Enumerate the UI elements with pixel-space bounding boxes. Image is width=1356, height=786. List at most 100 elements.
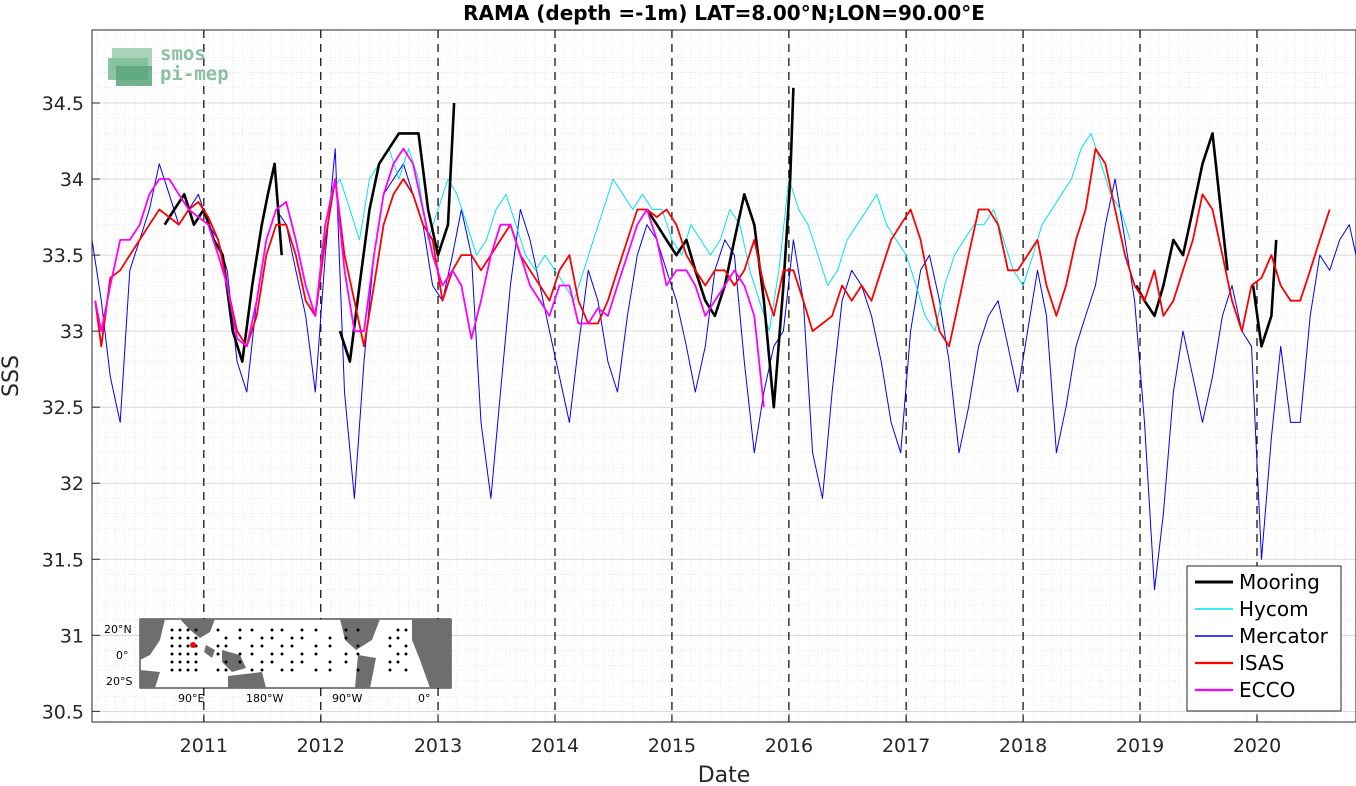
inset-mooring-dot <box>194 628 198 632</box>
y-axis-label: SSS <box>0 355 24 397</box>
inset-mooring-dot <box>194 668 198 672</box>
inset-mooring-dot <box>270 652 274 656</box>
inset-mooring-dot <box>170 644 174 648</box>
x-tick-label: 2020 <box>1233 735 1281 757</box>
inset-mooring-dot <box>388 668 392 672</box>
inset-mooring-dot <box>300 628 304 632</box>
legend-label-mercator: Mercator <box>1239 624 1329 648</box>
inset-mooring-dot <box>216 668 220 672</box>
inset-mooring-dot <box>356 628 360 632</box>
inset-mooring-dot <box>178 636 182 640</box>
inset-mooring-dot <box>250 644 254 648</box>
logo-line-1: smos <box>160 43 206 65</box>
legend-label-ecco: ECCO <box>1239 678 1295 702</box>
inset-mooring-dot <box>260 668 264 672</box>
inset-mooring-dots <box>170 628 408 672</box>
legend-box <box>1186 565 1342 712</box>
x-axis-label: Date <box>698 763 751 786</box>
inset-lon-label-90e: 90°E <box>178 692 204 705</box>
inset-mooring-dot <box>224 636 228 640</box>
inset-mooring-dot <box>280 644 284 648</box>
y-tick-label: 32 <box>60 473 84 495</box>
inset-mooring-dot <box>170 628 174 632</box>
series-group <box>91 87 1356 591</box>
x-tick-label: 2019 <box>1116 735 1164 757</box>
plot-frame <box>91 29 1356 723</box>
inset-mooring-dot <box>186 628 190 632</box>
series-line-isas <box>94 147 1331 348</box>
inset-mooring-dot <box>396 652 400 656</box>
inset-mooring-dot <box>396 628 400 632</box>
inset-mooring-dot <box>178 660 182 664</box>
y-tick-label: 32.5 <box>42 397 84 419</box>
chart-title: RAMA (depth =-1m) LAT=8.00°N;LON=90.00°E <box>463 1 985 25</box>
y-tick-label: 34.5 <box>42 93 84 115</box>
logo-line-2: pi-mep <box>160 63 229 85</box>
x-tick-label: 2012 <box>297 735 345 757</box>
inset-mooring-dot <box>224 668 228 672</box>
inset-mooring-dot <box>194 652 198 656</box>
y-axis-ticks: 30.5 31 31.5 32 32.5 33 33.5 34 34.5 <box>42 93 100 723</box>
inset-mooring-dot <box>290 660 294 664</box>
inset-lon-label-0: 0° <box>418 692 431 705</box>
inset-mooring-dot <box>238 636 242 640</box>
inset-land-shapes <box>140 619 451 688</box>
inset-mooring-dot <box>186 668 190 672</box>
inset-mooring-dot <box>404 644 408 648</box>
inset-mooring-dot <box>328 668 332 672</box>
inset-mooring-dot <box>170 668 174 672</box>
inset-mooring-dot <box>290 668 294 672</box>
inset-mooring-dot <box>260 636 264 640</box>
inset-location-map: 20°N 0° 20°S 90°E 180°W 90°W 0° <box>104 618 452 705</box>
inset-mooring-dot <box>260 644 264 648</box>
series-hycom <box>320 132 1131 332</box>
y-tick-label: 33 <box>60 321 84 343</box>
inset-mooring-dot <box>328 636 332 640</box>
inset-mooring-dot <box>224 660 228 664</box>
inset-mooring-dot <box>170 660 174 664</box>
inset-mooring-dot <box>260 660 264 664</box>
series-ecco <box>94 147 765 408</box>
inset-mooring-dot <box>290 644 294 648</box>
inset-mooring-dot <box>178 652 182 656</box>
inset-mooring-dot <box>170 652 174 656</box>
inset-mooring-dot <box>270 636 274 640</box>
legend-label-isas: ISAS <box>1239 651 1284 675</box>
inset-mooring-dot <box>216 652 220 656</box>
inset-lat-label-north: 20°N <box>104 623 132 636</box>
inset-mooring-dot <box>396 636 400 640</box>
inset-mooring-dot <box>344 652 348 656</box>
inset-mooring-dot <box>290 636 294 640</box>
series-mercator <box>91 148 1356 591</box>
inset-mooring-dot <box>194 660 198 664</box>
inset-mooring-dot <box>356 644 360 648</box>
inset-mooring-dot <box>404 668 408 672</box>
inset-mooring-dot <box>194 636 198 640</box>
y-tick-label: 30.5 <box>42 701 84 723</box>
inset-mooring-dot <box>300 636 304 640</box>
inset-mooring-dot <box>238 660 242 664</box>
inset-mooring-dot <box>178 668 182 672</box>
inset-mooring-dot <box>186 636 190 640</box>
inset-mooring-dot <box>396 660 400 664</box>
inset-mooring-dot <box>328 660 332 664</box>
series-mooring <box>163 87 1278 409</box>
inset-mooring-dot <box>300 660 304 664</box>
inset-mooring-dot <box>344 660 348 664</box>
inset-mooring-dot <box>344 628 348 632</box>
legend-label-mooring: Mooring <box>1239 570 1320 594</box>
series-line-mooring <box>1251 239 1278 348</box>
inset-mooring-dot <box>280 652 284 656</box>
selected-mooring-marker <box>190 642 196 648</box>
x-tick-label: 2017 <box>882 735 930 757</box>
series-line-mooring <box>338 102 456 363</box>
series-line-mercator <box>91 148 1356 591</box>
smos-pi-mep-logo: smos pi-mep <box>108 43 229 86</box>
inset-mooring-dot <box>216 628 220 632</box>
inset-mooring-dot <box>388 636 392 640</box>
inset-mooring-dot <box>314 668 318 672</box>
inset-mooring-dot <box>314 644 318 648</box>
y-tick-label: 34 <box>60 169 84 191</box>
inset-mooring-dot <box>356 668 360 672</box>
x-tick-label: 2015 <box>648 735 696 757</box>
